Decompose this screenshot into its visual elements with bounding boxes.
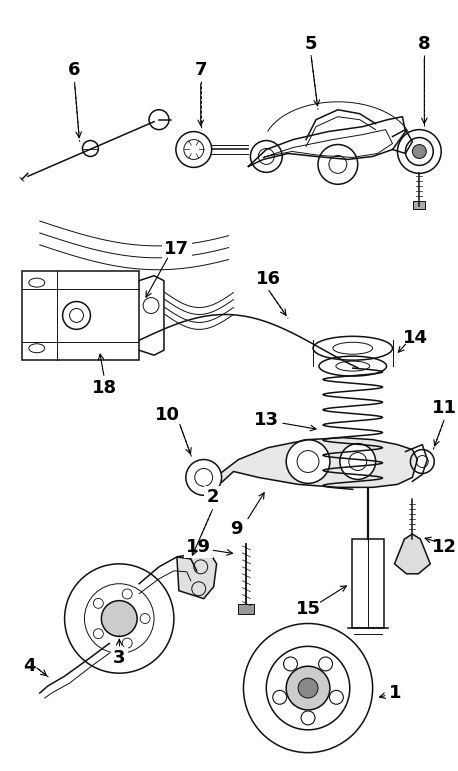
Text: 14: 14	[403, 329, 428, 347]
Text: 6: 6	[68, 61, 81, 79]
Text: 3: 3	[113, 649, 125, 667]
Circle shape	[286, 439, 330, 483]
Text: 18: 18	[92, 379, 117, 397]
Text: 2: 2	[207, 488, 219, 507]
Circle shape	[301, 711, 315, 725]
Text: 17: 17	[164, 240, 189, 258]
Circle shape	[319, 657, 333, 671]
Text: 5: 5	[305, 35, 317, 53]
Circle shape	[101, 601, 137, 636]
Text: 19: 19	[186, 538, 211, 556]
Polygon shape	[394, 534, 430, 574]
Bar	[22, 271, 139, 360]
Circle shape	[340, 443, 376, 480]
Circle shape	[298, 678, 318, 698]
Circle shape	[286, 666, 330, 710]
Text: 1: 1	[389, 684, 402, 702]
Text: 9: 9	[230, 520, 243, 538]
Text: 8: 8	[418, 35, 431, 53]
Bar	[239, 604, 254, 614]
Text: 12: 12	[432, 538, 457, 556]
Polygon shape	[177, 551, 217, 598]
Text: 11: 11	[432, 399, 457, 417]
Text: 7: 7	[195, 61, 207, 79]
Circle shape	[284, 657, 298, 671]
Circle shape	[273, 690, 287, 704]
Text: 15: 15	[295, 600, 321, 618]
Circle shape	[329, 690, 344, 704]
Text: 4: 4	[23, 657, 36, 675]
Text: 16: 16	[256, 270, 281, 288]
Bar	[414, 201, 425, 209]
Text: 10: 10	[154, 406, 180, 424]
Polygon shape	[222, 438, 417, 487]
Text: 13: 13	[254, 411, 279, 429]
Circle shape	[412, 144, 426, 158]
Bar	[352, 539, 383, 628]
